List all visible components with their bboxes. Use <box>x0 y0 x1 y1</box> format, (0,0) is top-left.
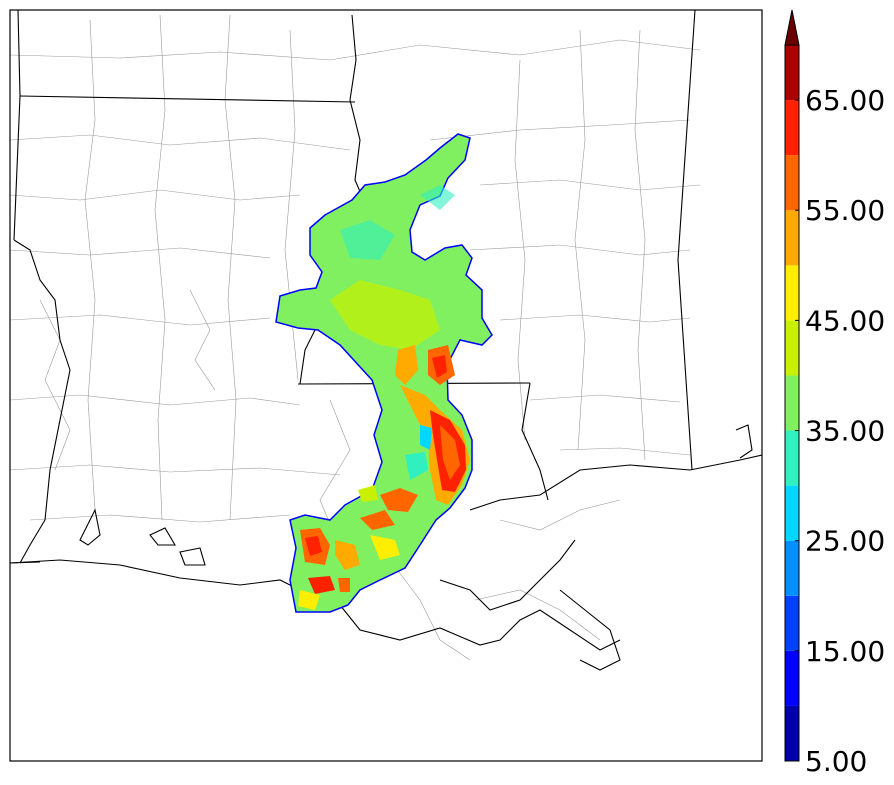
colorbar-bin <box>785 100 799 156</box>
colorbar-tick-label: 5.00 <box>805 745 867 778</box>
colorbar-bin <box>785 430 799 486</box>
colorbar-bin <box>785 595 799 651</box>
map-frame <box>9 9 763 762</box>
colorbar-bin <box>785 210 799 266</box>
colorbar-extend-arrow <box>784 9 800 46</box>
colorbar: 5.00 15.00 25.00 35.00 45.00 55.00 65.00 <box>784 9 885 778</box>
colorbar-bin <box>785 705 799 761</box>
colorbar-border <box>784 44 800 762</box>
colorbar-tick-label: 15.00 <box>805 635 885 668</box>
precip-field <box>275 133 493 613</box>
colorbar-tick-label: 25.00 <box>805 525 885 558</box>
map-panel <box>10 10 762 761</box>
colorbar-bin <box>785 485 799 541</box>
colorbar-bin <box>785 375 799 431</box>
colorbar-bin <box>785 540 799 596</box>
colorbar-bin <box>785 320 799 376</box>
colorbar-tick-label: 55.00 <box>805 194 885 227</box>
colorbar-tick-label: 35.00 <box>805 415 885 448</box>
colorbar-bin <box>785 45 799 101</box>
colorbar-bin <box>785 265 799 321</box>
colorbar-tick-label: 45.00 <box>805 304 885 337</box>
coastline <box>10 424 762 671</box>
colorbar-bin <box>785 650 799 706</box>
county-borders <box>10 14 701 661</box>
colorbar-tick-label: 65.00 <box>805 84 885 117</box>
colorbar-bin <box>785 155 799 211</box>
